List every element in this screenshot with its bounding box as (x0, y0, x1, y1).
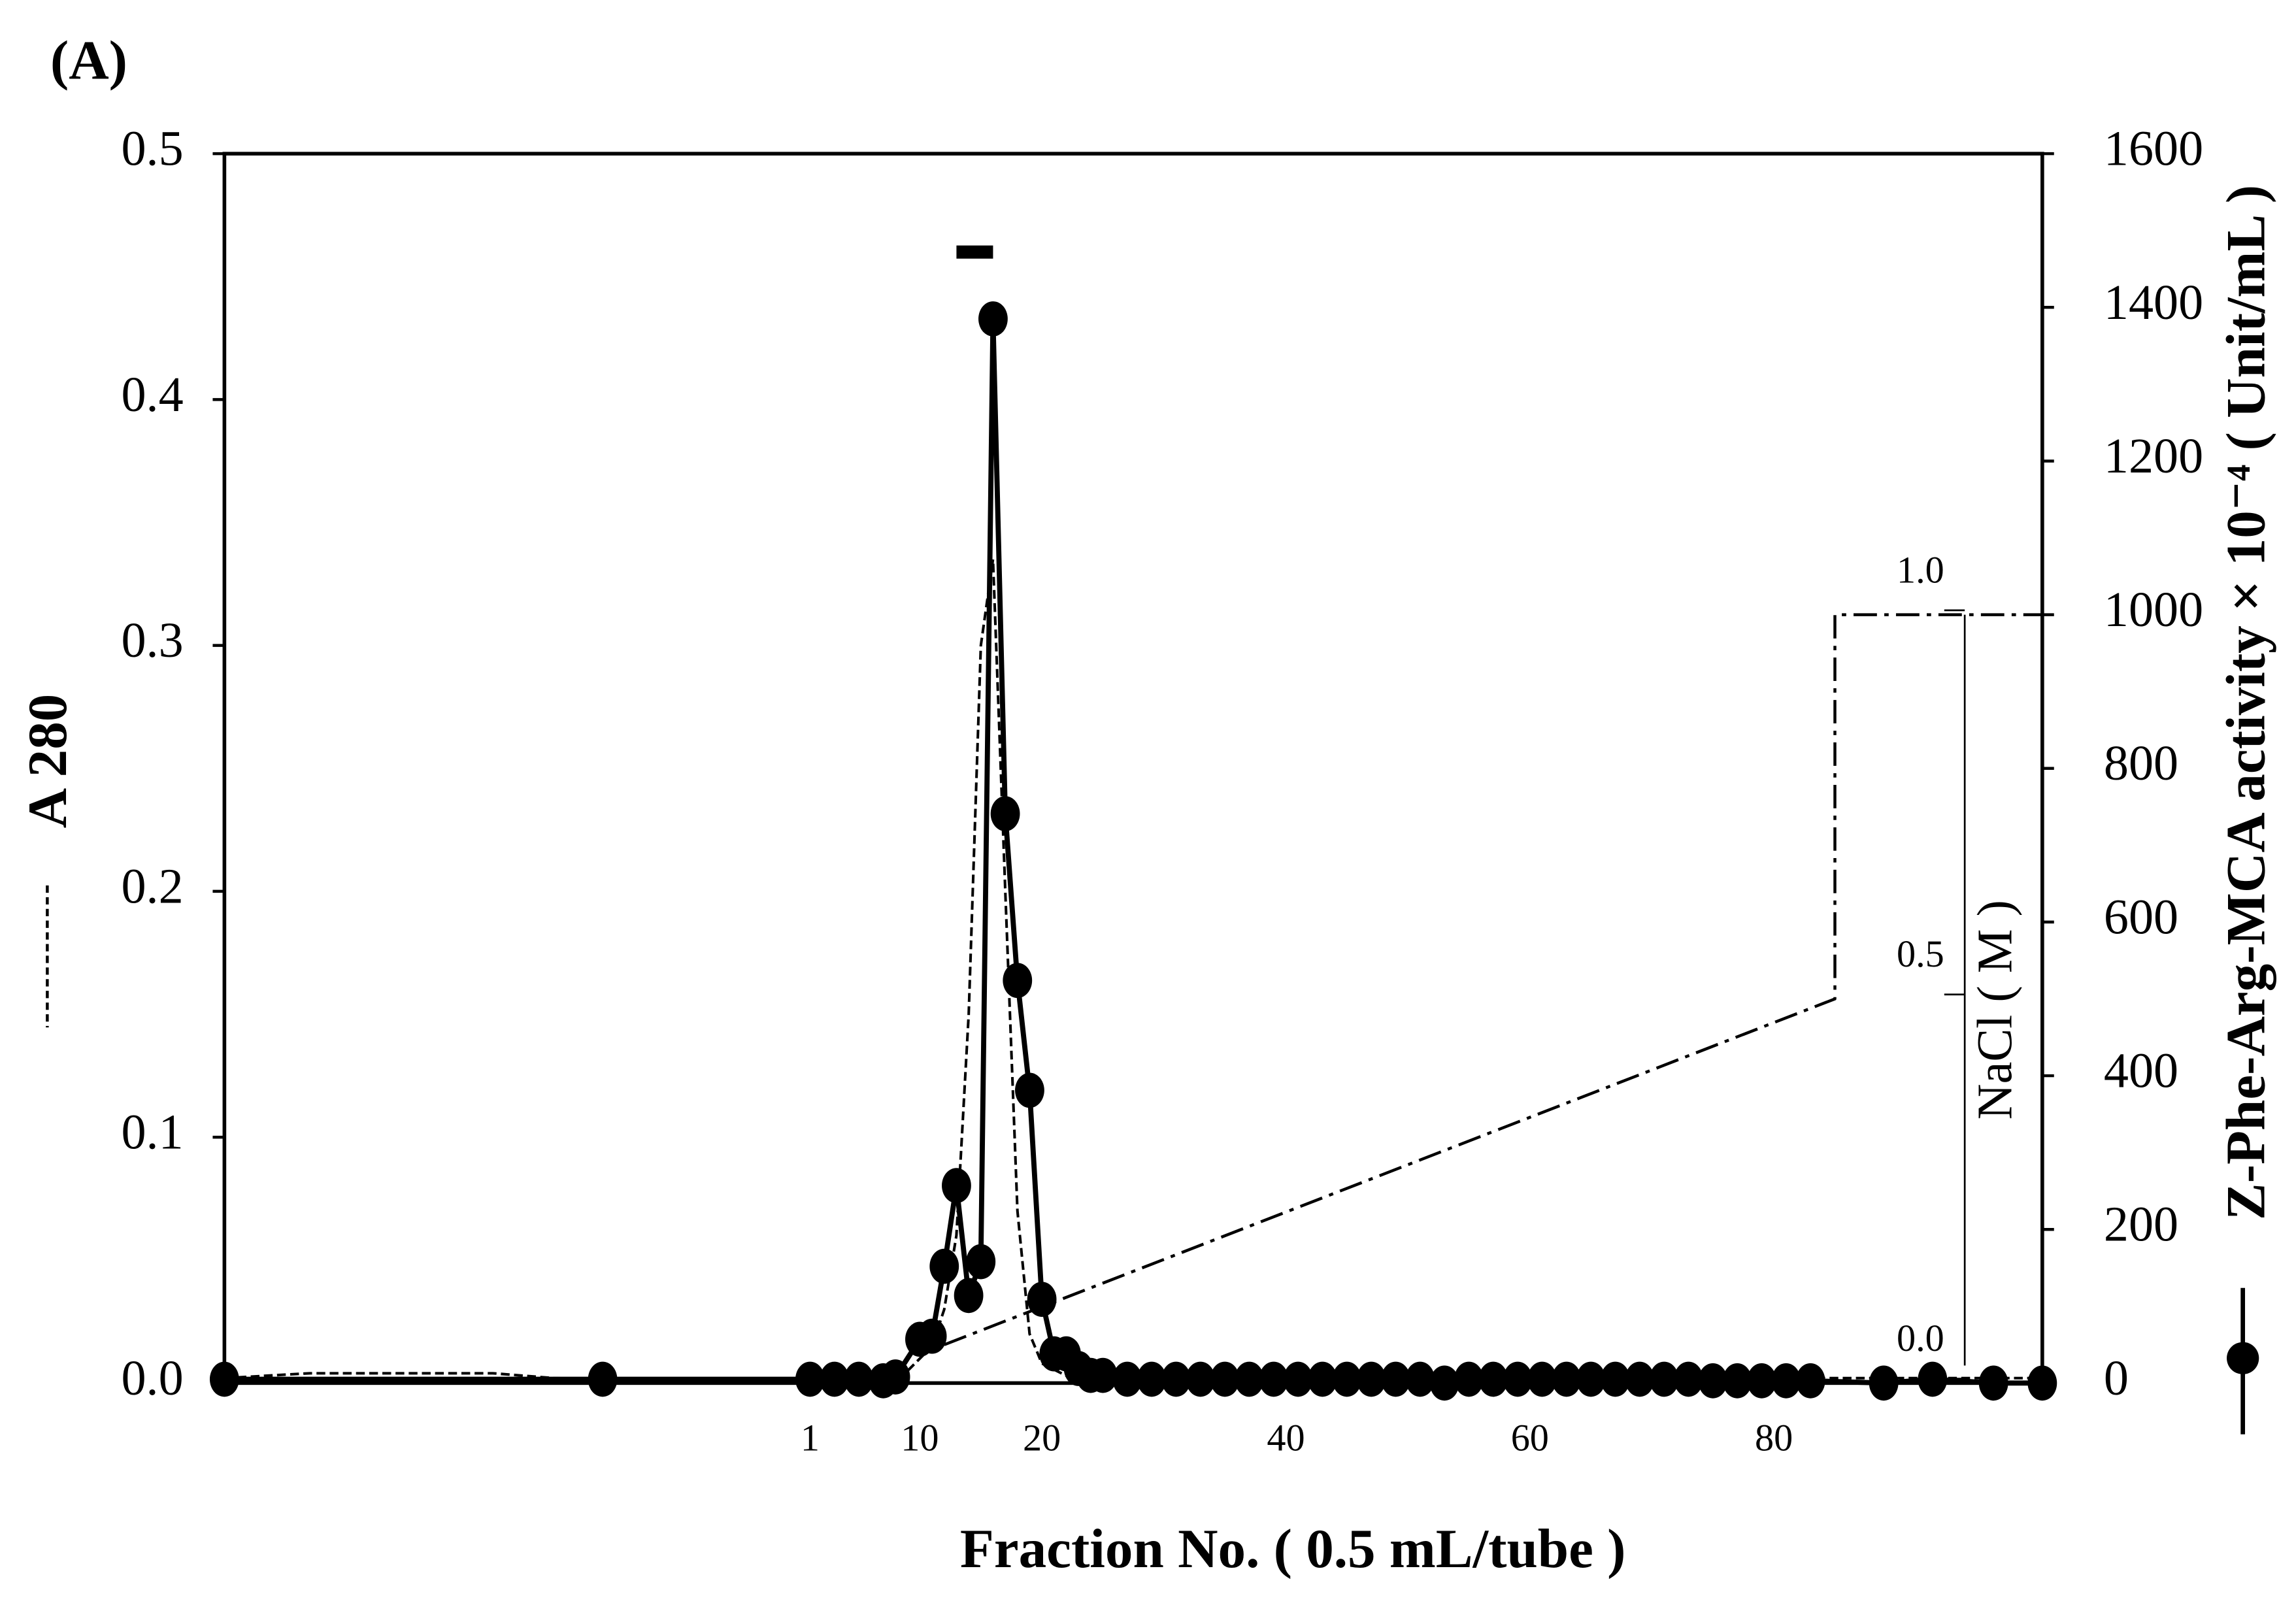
x-tick-label: 80 (1755, 1416, 1793, 1459)
data-point (1088, 1357, 1118, 1393)
data-point (1308, 1361, 1337, 1397)
data-point (1722, 1363, 1752, 1399)
series-line (943, 613, 2042, 1346)
x-tick-label: 1 (801, 1416, 820, 1459)
data-point (1210, 1361, 1240, 1397)
y-axis-title: A 280 (17, 694, 78, 829)
data-point (966, 1244, 996, 1280)
data-point (1259, 1361, 1289, 1397)
data-point (942, 1168, 971, 1204)
y2-tick-label: 1600 (2104, 122, 2203, 176)
y3-tick-label: 1.0 (1897, 548, 1944, 591)
y2-axis-title: Z-Phe-Arg-MCA activity × 10⁻⁴ ( Unit/mL … (2216, 185, 2277, 1220)
data-point (1747, 1363, 1776, 1399)
data-point (929, 1248, 959, 1284)
data-point (1503, 1361, 1533, 1397)
y2-tick-label: 1000 (2104, 582, 2203, 637)
data-point (1649, 1361, 1679, 1397)
data-point (588, 1361, 618, 1397)
data-point (1356, 1361, 1386, 1397)
data-point (880, 1359, 910, 1395)
y-tick-label: 0.5 (121, 122, 183, 176)
panel-label: (A) (50, 29, 127, 91)
y2-tick-label: 400 (2104, 1044, 2178, 1099)
data-point (1576, 1361, 1606, 1397)
series-line (224, 316, 2042, 1386)
data-point (1869, 1365, 1899, 1401)
x-axis-title: Fraction No. ( 0.5 mL/tube ) (960, 1518, 1626, 1580)
data-point (990, 796, 1020, 831)
data-point (1978, 1365, 2008, 1401)
data-point (1601, 1361, 1630, 1397)
data-point (917, 1318, 947, 1354)
data-point (1698, 1363, 1728, 1399)
legend-marker (2227, 1342, 2259, 1374)
y3-tick-label: 0.5 (1897, 933, 1944, 975)
y2-tick-label: 1400 (2104, 275, 2203, 330)
data-point (1429, 1365, 1459, 1401)
y-tick-label: 0.2 (121, 859, 183, 914)
data-point (1527, 1361, 1557, 1397)
y2-tick-label: 200 (2104, 1197, 2178, 1252)
y3-tick-label: 0.0 (1897, 1317, 1944, 1359)
data-point (1015, 1072, 1044, 1108)
data-point (1235, 1361, 1264, 1397)
data-point (1454, 1361, 1484, 1397)
y2-tick-label: 1200 (2104, 429, 2203, 484)
y-tick-label: 0.0 (121, 1351, 183, 1406)
data-point (978, 301, 1008, 337)
data-point (1332, 1361, 1362, 1397)
data-point (1405, 1361, 1435, 1397)
y-tick-label: 0.4 (121, 367, 183, 422)
data-point (1918, 1361, 1948, 1397)
y2-tick-label: 600 (2104, 889, 2178, 944)
data-point (1552, 1361, 1582, 1397)
data-point (1283, 1361, 1313, 1397)
x-tick-label: 10 (901, 1416, 939, 1459)
data-point (1625, 1361, 1655, 1397)
data-point (1161, 1361, 1191, 1397)
data-point (1795, 1363, 1825, 1399)
x-tick-label: 40 (1267, 1416, 1305, 1459)
y-tick-label: 0.1 (121, 1105, 183, 1160)
plot-frame (222, 152, 2044, 1385)
data-point (1478, 1361, 1508, 1397)
y-tick-label: 0.3 (121, 613, 183, 668)
series-line (224, 557, 2042, 1382)
x-tick-label: 60 (1511, 1416, 1549, 1459)
data-point (1381, 1361, 1410, 1397)
data-point (1674, 1361, 1703, 1397)
data-point (1112, 1361, 1142, 1397)
data-point (1186, 1361, 1216, 1397)
y2-tick-label: 800 (2104, 736, 2178, 791)
x-tick-label: 20 (1023, 1416, 1061, 1459)
data-point (1003, 963, 1033, 999)
data-point (820, 1361, 850, 1397)
data-point (795, 1361, 825, 1397)
data-point (1137, 1361, 1167, 1397)
y2-tick-label: 0 (2104, 1351, 2129, 1406)
data-point (209, 1361, 239, 1397)
data-point (1771, 1363, 1801, 1399)
data-point (2027, 1365, 2057, 1401)
data-point (844, 1361, 874, 1397)
data-point (954, 1278, 984, 1314)
y3-axis-title: NaCl ( M ) (1967, 900, 2022, 1119)
